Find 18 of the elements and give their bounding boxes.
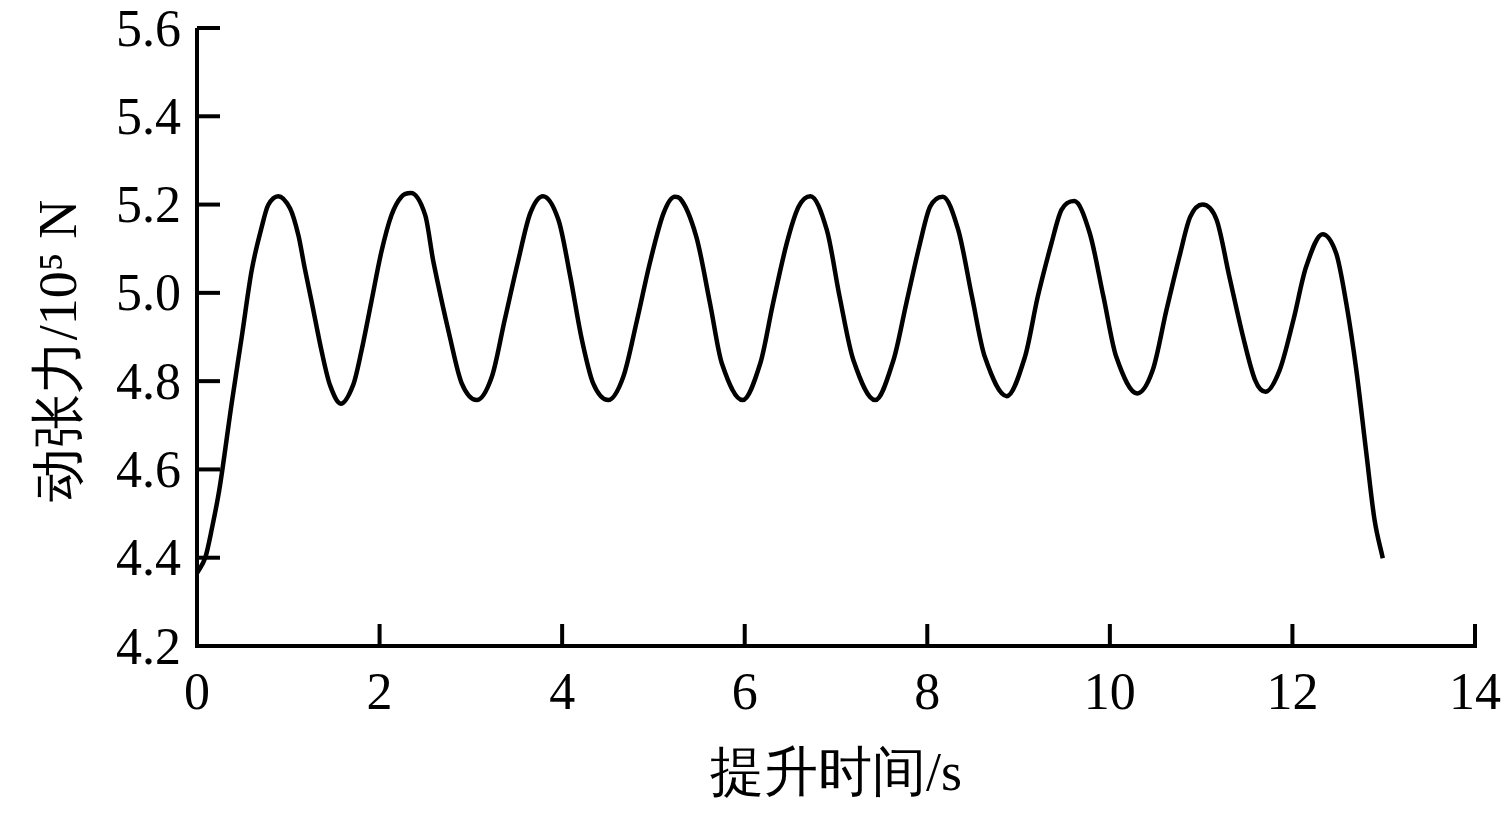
y-tick-label: 4.4 <box>116 529 181 587</box>
y-tick-label: 5.0 <box>116 264 181 322</box>
y-tick-label: 5.2 <box>116 176 181 234</box>
x-tick-label: 8 <box>914 663 941 720</box>
y-tick-label: 4.2 <box>116 617 181 675</box>
x-tick-label: 4 <box>549 663 576 720</box>
x-tick-label: 6 <box>731 663 758 720</box>
y-tick-label: 5.6 <box>116 0 181 57</box>
x-tick-label: 10 <box>1083 663 1136 720</box>
x-tick-label: 2 <box>366 663 393 720</box>
y-tick-label: 4.8 <box>116 352 181 410</box>
x-tick-label: 0 <box>184 663 210 720</box>
x-tick-label: 14 <box>1449 663 1501 720</box>
y-tick-label: 4.6 <box>116 440 181 498</box>
x-tick-label: 12 <box>1266 663 1319 720</box>
y-axis-title: 动张力/10⁵ N <box>28 199 88 503</box>
x-axis-title: 提升时间/s <box>709 742 963 802</box>
y-tick-label: 5.4 <box>116 87 181 145</box>
